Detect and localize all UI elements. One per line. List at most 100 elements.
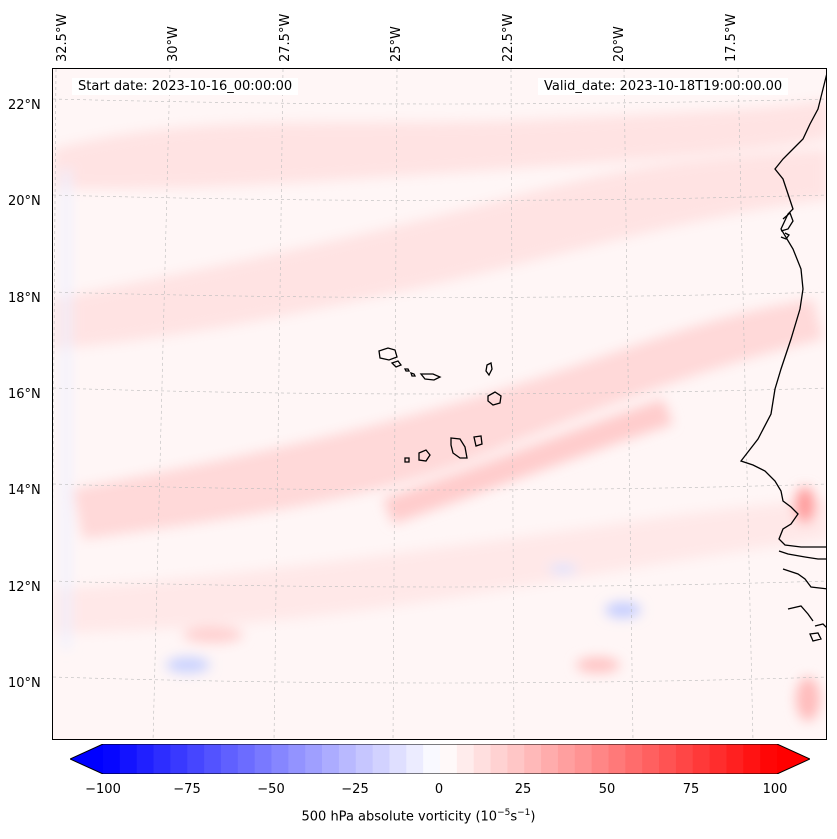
colorbar-tick-75: 75 <box>682 782 700 797</box>
colorbar-segment <box>220 744 239 774</box>
colorbar-segment <box>675 744 694 774</box>
island-sao-nicolau <box>419 373 442 381</box>
colorbar-segment <box>692 744 711 774</box>
lon-label-32-5w: 32.5°W <box>55 13 70 62</box>
colorbar-tick-neg25: −25 <box>341 782 369 797</box>
lon-label-25w: 25°W <box>389 26 404 62</box>
colorbar-segment <box>305 744 323 774</box>
colorbar-tick-neg100: −100 <box>85 782 121 797</box>
vorticity-negative-2 <box>605 602 641 618</box>
vorticity-negative-strip <box>61 169 71 649</box>
vorticity-map <box>52 68 827 740</box>
colorbar-segment <box>490 744 508 774</box>
island-boa-vista <box>487 391 502 406</box>
colorbar-extend-max <box>777 744 810 774</box>
meridian-32-5w <box>53 69 57 513</box>
parallel-10n <box>53 676 826 684</box>
graticule <box>53 69 826 739</box>
lon-label-20w: 20°W <box>612 26 627 62</box>
meridian-30w <box>152 69 171 739</box>
colorbar-segment <box>760 744 778 774</box>
vorticity-negative-3 <box>549 564 577 574</box>
colorbar-segment <box>254 744 273 774</box>
colorbar-segment <box>389 744 407 774</box>
vorticity-positive-3 <box>795 487 815 523</box>
colorbar-segment <box>456 744 475 774</box>
colorbar-segment <box>709 744 728 774</box>
colorbar-segment <box>591 744 610 774</box>
start-date-label: Start date: 2023-10-16_00:00:00 <box>72 78 299 95</box>
parallel-14n <box>53 483 826 491</box>
colorbar-segment <box>642 744 660 774</box>
colorbar-segment <box>473 744 492 774</box>
vorticity-field <box>53 99 826 721</box>
colorbar-segment <box>507 744 525 774</box>
coastline-detail-north <box>780 211 794 240</box>
colorbar-label: 500 hPa absolute vorticity (10−5s−1) <box>301 808 536 825</box>
colorbar-segment <box>355 744 374 774</box>
colorbar-segment <box>103 744 121 774</box>
island-ilheu <box>409 371 417 377</box>
lat-label-14n: 14°N <box>8 483 41 498</box>
vorticity-positive-2 <box>183 627 243 643</box>
colorbar-segment <box>338 744 357 774</box>
island-maio <box>473 435 483 447</box>
colorbar <box>68 743 812 775</box>
colorbar-tick-25: 25 <box>514 782 532 797</box>
lon-label-30w: 30°W <box>166 26 181 62</box>
colorbar-segment <box>187 744 205 774</box>
colorbar-segment <box>237 744 256 774</box>
colorbar-tick-50: 50 <box>598 782 616 797</box>
meridian-20w <box>623 69 634 739</box>
colorbar-segment <box>726 744 744 774</box>
vorticity-band-north <box>53 99 826 189</box>
lat-label-22n: 22°N <box>8 98 41 113</box>
colorbar-segment <box>119 744 138 774</box>
lon-label-17-5w: 17.5°W <box>724 13 739 62</box>
colorbar-segment <box>204 744 222 774</box>
colorbar-segment <box>440 744 458 774</box>
vorticity-band-core <box>383 399 673 524</box>
island-santiago <box>450 437 468 459</box>
parallel-20n <box>53 194 826 201</box>
meridian-27-5w <box>273 69 284 739</box>
lat-label-12n: 12°N <box>8 580 41 595</box>
colorbar-segment <box>608 744 626 774</box>
colorbar-tick-neg75: −75 <box>173 782 201 797</box>
island-brava <box>404 457 410 463</box>
island-sao-vicente <box>390 360 403 368</box>
lat-label-20n: 20°N <box>8 194 41 209</box>
colorbar-segment <box>574 744 593 774</box>
colorbar-segment <box>136 744 155 774</box>
cape-verde-islands <box>378 347 502 463</box>
colorbar-segment <box>625 744 643 774</box>
lat-label-16n: 16°N <box>8 387 41 402</box>
vorticity-positive-1 <box>576 657 620 673</box>
valid-date-label: Valid_date: 2023-10-18T19:00:00.00 <box>538 78 789 95</box>
colorbar-segment <box>743 744 761 774</box>
vorticity-band-main <box>73 299 823 539</box>
colorbar-segment <box>557 744 576 774</box>
vorticity-positive-4 <box>796 677 820 721</box>
island-fogo <box>418 449 431 462</box>
island-santa-luzia <box>403 368 411 372</box>
island-santo-antao <box>378 347 398 361</box>
parallel-22n <box>53 98 826 105</box>
colorbar-segment <box>372 744 391 774</box>
colorbar-segment <box>288 744 306 774</box>
lat-label-18n: 18°N <box>8 291 41 306</box>
vorticity-band-central <box>53 149 826 349</box>
vorticity-band-south <box>53 499 826 634</box>
colorbar-segment <box>423 744 441 774</box>
colorbar-tick-100: 100 <box>762 782 788 797</box>
colorbar-extend-min <box>70 744 103 774</box>
meridian-17-5w <box>737 69 754 739</box>
colorbar-segment <box>406 744 424 774</box>
colorbar-svg <box>68 743 812 775</box>
map-canvas <box>53 69 826 739</box>
colorbar-tick-0: 0 <box>434 782 444 797</box>
vorticity-negative-1 <box>166 657 210 673</box>
colorbar-segment <box>322 744 340 774</box>
colorbar-segment <box>541 744 559 774</box>
meridian-25w <box>392 69 398 739</box>
